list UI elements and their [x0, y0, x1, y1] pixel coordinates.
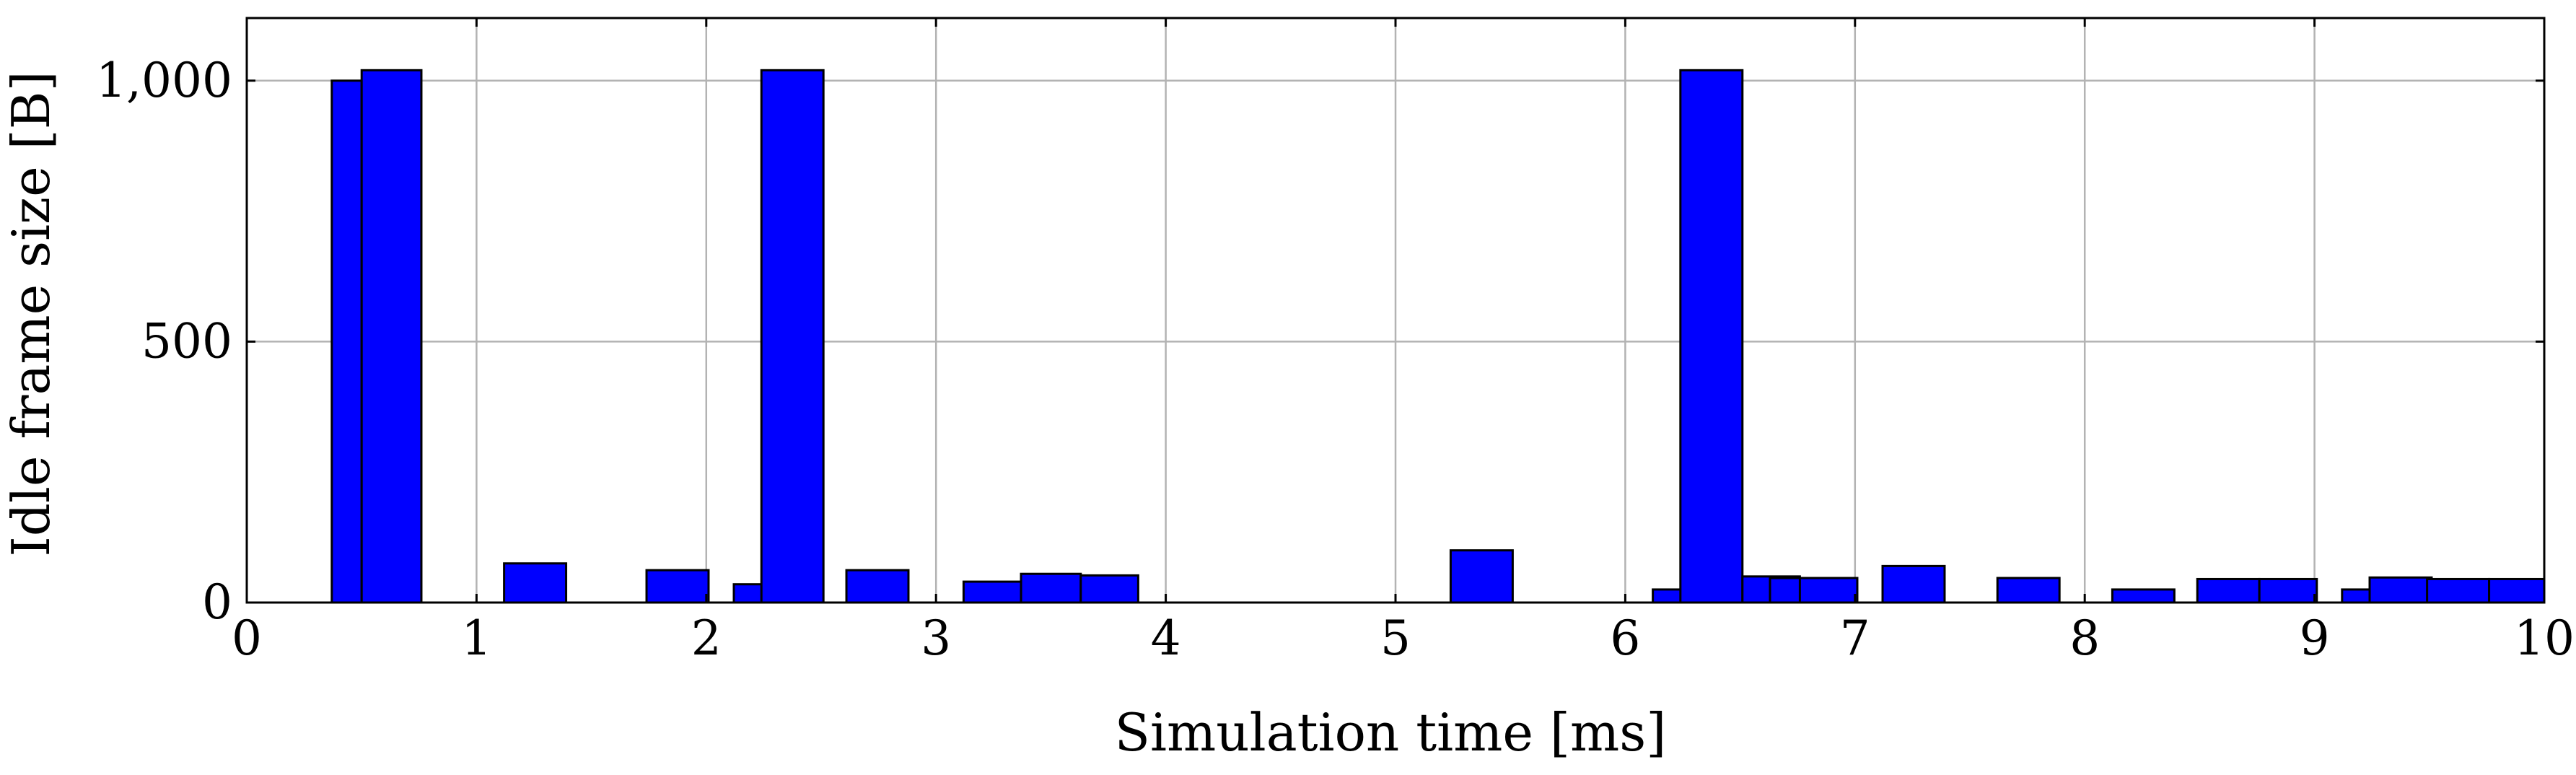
bar — [645, 569, 710, 604]
x-tick-label: 5 — [1380, 610, 1411, 666]
bar — [2426, 577, 2491, 604]
x-tick-label: 2 — [691, 610, 722, 666]
bar — [1798, 577, 1859, 604]
x-tick-label: 9 — [2300, 610, 2330, 666]
bar — [2196, 577, 2261, 604]
bar — [1679, 69, 1744, 604]
ticks: 0 1 2 3 4 5 6 7 8 9 10 0 500 1,000 — [96, 18, 2575, 666]
bar — [1079, 574, 1139, 604]
bar — [760, 69, 825, 604]
bar — [360, 69, 423, 604]
bar — [1449, 549, 1514, 604]
bar — [503, 562, 568, 604]
y-tick-label: 0 — [202, 574, 232, 630]
bar — [2258, 577, 2318, 604]
bars — [330, 69, 2546, 604]
bar — [2368, 576, 2433, 604]
y-tick-label: 500 — [141, 313, 232, 369]
bar — [2111, 588, 2176, 604]
x-tick-label: 4 — [1151, 610, 1181, 666]
x-tick-label: 7 — [1840, 610, 1870, 666]
y-tick-label: 1,000 — [96, 53, 232, 108]
x-tick-label: 10 — [2514, 610, 2575, 666]
grid — [245, 18, 2546, 604]
bar — [962, 580, 1022, 604]
x-tick-label: 6 — [1610, 610, 1640, 666]
bar — [2488, 577, 2546, 604]
bar — [1881, 564, 1946, 604]
x-axis-label: Simulation time [ms] — [1115, 702, 1667, 763]
bar — [1996, 577, 2061, 604]
y-axis-label: Idle frame size [B] — [1, 71, 61, 556]
bar — [1020, 572, 1082, 604]
x-tick-label: 1 — [461, 610, 491, 666]
x-tick-label: 3 — [921, 610, 951, 666]
bar — [845, 569, 910, 604]
x-tick-label: 8 — [2069, 610, 2100, 666]
x-tick-label: 0 — [232, 610, 262, 666]
